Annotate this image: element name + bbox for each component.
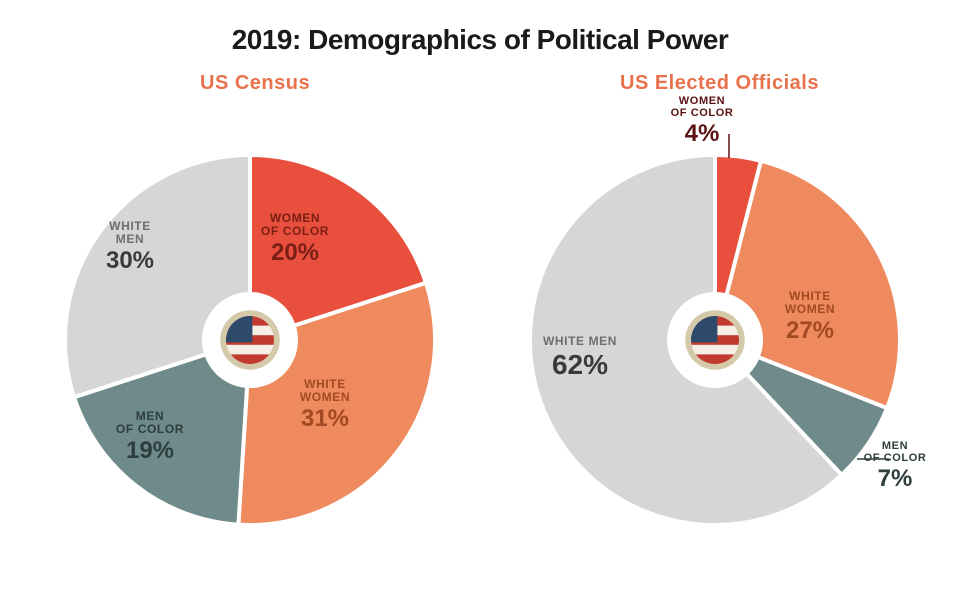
slice-label: WHITE WOMEN31% [300, 378, 350, 433]
slice-percent: 62% [543, 350, 617, 381]
slice-category: MEN OF COLOR [116, 410, 184, 436]
slice-label: WHITE MEN 62% [543, 335, 617, 381]
slice-category: WHITE WOMEN [300, 378, 350, 404]
slice-category: WHITE WOMEN [785, 290, 835, 316]
slice-percent: 19% [116, 438, 184, 464]
slice-percent: 30% [106, 248, 154, 274]
slice-category: WOMEN OF COLOR [671, 95, 734, 119]
slice-category: WHITE MEN [106, 220, 154, 246]
slice-label: WHITE MEN30% [106, 220, 154, 275]
slice-percent: 20% [261, 240, 329, 266]
slice-label: MEN OF COLOR7% [864, 440, 927, 493]
slice-label: WOMEN OF COLOR4% [671, 95, 734, 148]
slice-label: WHITE WOMEN27% [785, 290, 835, 345]
slice-percent: 4% [671, 121, 734, 147]
slice-percent: 7% [864, 466, 927, 492]
slice-category: WOMEN OF COLOR [261, 212, 329, 238]
slice-label: MEN OF COLOR19% [116, 410, 184, 465]
slice-category: MEN OF COLOR [864, 440, 927, 464]
slice-label: WOMEN OF COLOR20% [261, 212, 329, 267]
donut-chart-census [65, 155, 435, 525]
chart-subtitle: US Census [200, 72, 310, 95]
slice-percent: 27% [785, 318, 835, 344]
chart-subtitle: US Elected Officials [620, 72, 819, 95]
slice-category: WHITE MEN [543, 335, 617, 348]
slice-percent: 31% [300, 406, 350, 432]
